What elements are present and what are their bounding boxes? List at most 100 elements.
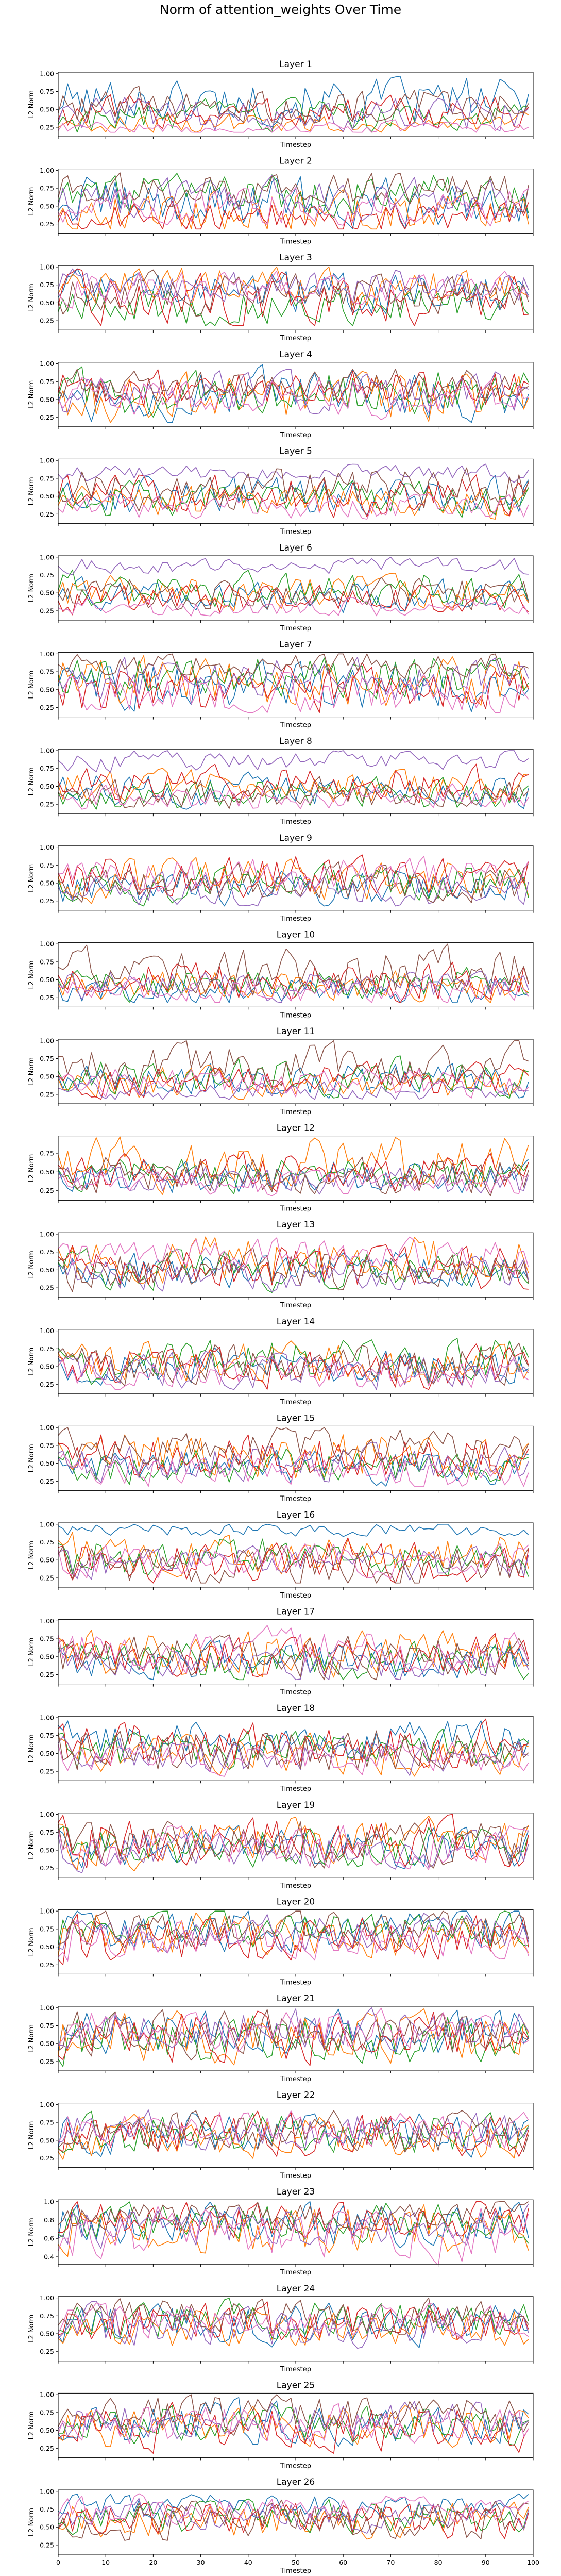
x-axis-label: Timestep	[280, 722, 311, 729]
y-axis-label: L2 Norm	[28, 187, 36, 215]
series-group	[58, 750, 529, 810]
series-line	[58, 2008, 529, 2066]
series-group	[58, 557, 529, 617]
x-axis-label: Timestep	[280, 2075, 311, 2083]
y-tick-label: 1.00	[40, 2391, 54, 2399]
y-tick-label: 0.50	[40, 2136, 54, 2144]
series-line	[58, 1718, 529, 1769]
series-group	[58, 1236, 529, 1293]
subplot-layer-15: Layer 15 0.25 0.50 0.75 1.00 Timestep L2 Norm	[28, 1413, 534, 1503]
x-axis-label: Timestep	[280, 1108, 311, 1116]
x-tick-label: 40	[244, 2558, 252, 2566]
y-tick-label: 0.75	[40, 88, 54, 95]
x-axis-label: Timestep	[280, 2366, 311, 2373]
subplot-layer-13: Layer 13 0.25 0.50 0.75 1.00 Timestep L2 Norm	[28, 1220, 534, 1309]
y-tick-label: 0.25	[40, 1477, 54, 1485]
series-line	[58, 2203, 529, 2249]
y-tick-label: 0.75	[40, 378, 54, 386]
series-line	[58, 657, 529, 700]
series-line	[58, 1720, 529, 1757]
series-line	[58, 474, 529, 518]
axes-frame	[58, 555, 534, 621]
subplot-layer-18: Layer 18 0.25 0.50 0.75 1.00 Timestep L2 Norm	[28, 1703, 534, 1793]
subplot-title: Layer 20	[277, 1897, 315, 1907]
series-group	[58, 267, 529, 326]
series-line	[58, 557, 529, 575]
x-axis-label: Timestep	[280, 1689, 311, 1697]
series-line	[58, 2301, 529, 2340]
series-line	[58, 377, 529, 420]
x-axis-label: Timestep	[280, 238, 311, 246]
y-tick-label: 0.75	[40, 1345, 54, 1353]
y-tick-label: 1.00	[40, 553, 54, 561]
y-tick-label: 1.00	[40, 2004, 54, 2012]
series-line	[58, 1156, 529, 1196]
series-line	[58, 1543, 529, 1579]
y-axis-label: L2 Norm	[28, 1734, 36, 1763]
y-tick-label: 0.75	[40, 2408, 54, 2416]
subplot-layer-19: Layer 19 0.25 0.50 0.75 1.00 Timestep L2 Norm	[28, 1800, 534, 1890]
series-line	[58, 119, 529, 133]
subplot-title: Layer 13	[277, 1220, 315, 1230]
y-tick-label: 0.25	[40, 607, 54, 614]
series-line	[58, 2201, 529, 2244]
y-tick-label: 0.75	[40, 1441, 54, 1449]
y-tick-label: 0.75	[40, 1635, 54, 1643]
x-axis-label: Timestep	[280, 1495, 311, 1503]
y-tick-label: 0.25	[40, 1381, 54, 1388]
y-axis-label: L2 Norm	[28, 1541, 36, 1569]
series-line	[58, 1247, 529, 1292]
y-tick-label: 0.50	[40, 686, 54, 693]
y-axis-label: L2 Norm	[28, 2121, 36, 2150]
series-line	[58, 1728, 529, 1770]
y-tick-label: 0.50	[40, 1266, 54, 1274]
series-line	[58, 172, 529, 213]
x-axis-label: Timestep	[280, 2269, 311, 2276]
subplot-layer-25: Layer 25 0.25 0.50 0.75 1.00 Timestep L2 Norm	[28, 2380, 534, 2470]
y-tick-label: 0.50	[40, 1073, 54, 1081]
series-line	[58, 2201, 529, 2232]
subplot-layer-10: Layer 10 0.25 0.50 0.75 1.00 Timestep L2 Norm	[28, 929, 534, 1019]
y-tick-label: 0.50	[40, 202, 54, 210]
subplot-layer-24: Layer 24 0.25 0.50 0.75 1.00 Timestep L2 Norm	[28, 2284, 534, 2373]
y-tick-label: 1.00	[40, 263, 54, 271]
series-group	[58, 2493, 529, 2541]
y-tick-label: 0.50	[40, 879, 54, 887]
y-tick-label: 1.00	[40, 1327, 54, 1335]
series-group	[58, 1625, 529, 1681]
y-tick-label: 0.75	[40, 185, 54, 192]
series-line	[58, 750, 529, 773]
y-axis-label: L2 Norm	[28, 2024, 36, 2053]
y-tick-label: 1.00	[40, 1037, 54, 1044]
x-tick-label: 70	[386, 2558, 395, 2566]
series-line	[58, 1625, 529, 1674]
y-tick-label: 0.75	[40, 1150, 54, 1157]
figure-title: Norm of attention_weights Over Time	[159, 2, 402, 17]
series-line	[58, 861, 529, 903]
y-tick-label: 0.50	[40, 106, 54, 113]
series-line	[58, 2397, 529, 2447]
series-line	[58, 493, 529, 520]
y-axis-label: L2 Norm	[28, 1154, 36, 1183]
subplot-layer-20: Layer 20 0.25 0.50 0.75 1.00 Timestep L2 Norm	[28, 1897, 534, 1986]
series-line	[58, 1453, 529, 1487]
series-line	[58, 1151, 529, 1192]
series-line	[58, 856, 529, 892]
subplot-layer-11: Layer 11 0.25 0.50 0.75 1.00 Timestep L2 Norm	[28, 1026, 534, 1116]
series-line	[58, 2503, 529, 2539]
series-line	[58, 271, 529, 309]
series-line	[58, 977, 529, 1003]
series-line	[58, 771, 529, 810]
x-axis-label: Timestep	[280, 1882, 311, 1890]
series-line	[58, 2402, 529, 2454]
y-axis-label: L2 Norm	[28, 90, 36, 119]
series-line	[58, 1912, 529, 1958]
y-axis-label: L2 Norm	[28, 864, 36, 892]
y-tick-label: 0.75	[40, 668, 54, 676]
subplot-layer-23: Layer 23 0.4 0.6 0.8 1.0 Timestep L2 Norm	[28, 2187, 534, 2276]
subplot-title: Layer 15	[277, 1413, 315, 1423]
y-axis-label: L2 Norm	[28, 960, 36, 989]
x-axis-label: Timestep	[280, 335, 311, 342]
series-line	[58, 2403, 529, 2444]
